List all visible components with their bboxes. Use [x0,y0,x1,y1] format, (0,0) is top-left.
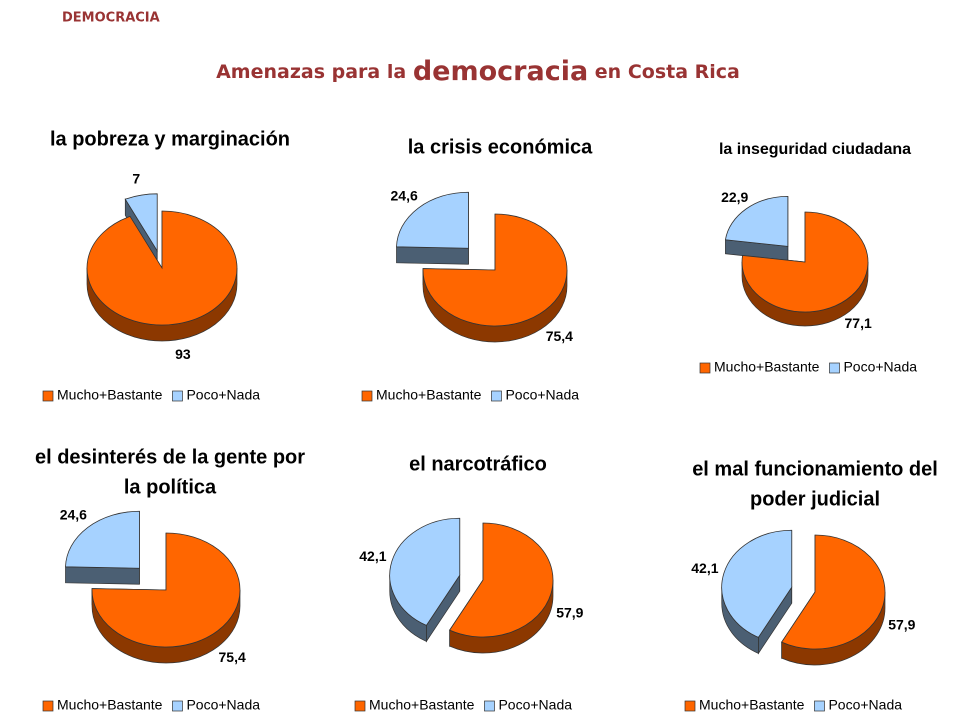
legend-label: Poco+Nada [828,697,902,713]
legend-swatch [684,700,696,712]
legend-label: Mucho+Bastante [57,387,163,403]
legend-label: Mucho+Bastante [376,387,482,403]
pie-slice [389,517,461,626]
legend-swatch [42,390,54,402]
chart-title: el mal funcionamiento del [692,458,938,480]
pie-tops [86,193,238,326]
pie-slice [91,532,241,648]
legend-swatch [361,390,373,402]
value-label: 24,6 [60,507,87,523]
legend-label: Mucho+Bastante [714,359,820,375]
value-label: 7 [132,170,140,186]
pie-slice [396,191,469,249]
value-label: 93 [175,346,191,362]
title-part: democracia [413,56,588,87]
legend-label: Poco+Nada [498,697,572,713]
pie-chart: el narcotráfico 57,9 42,1 Mucho+Bastante Poc… [354,453,584,713]
value-label: 42,1 [691,560,718,576]
value-label: 57,9 [556,605,583,621]
legend-swatch [484,700,495,712]
title-part: en Costa Rica [595,61,740,83]
pie-tops [396,191,568,327]
value-label: 42,1 [359,548,386,564]
pie-side [65,566,140,585]
legend-swatch [172,700,183,712]
value-label: 57,9 [888,617,915,633]
section-label: DEMOCRACIA [62,11,160,26]
slide-title: Amenazas para la democracia en Costa Ric… [216,56,740,87]
pie-slice [741,211,869,313]
chart-title: el desinterés de la gente por [35,446,305,468]
legend-label: Poco+Nada [505,387,579,403]
pie-tops [724,195,869,313]
chart-title: poder judicial [750,488,880,510]
legend-swatch [354,700,366,712]
chart-title: el narcotráfico [409,453,547,475]
value-label: 75,4 [219,649,246,665]
legend-swatch [699,362,711,374]
pie-chart: la pobreza y marginación 93 7 Mucho+Bastant… [42,128,290,403]
pie-slice [721,529,793,638]
pie-chart: la inseguridad ciudadana 77,1 22,9 Mucho+Ba… [699,141,917,375]
pie-slice [449,522,554,638]
legend-label: Poco+Nada [843,359,917,375]
chart-title: la inseguridad ciudadana [719,141,911,158]
pie-tops [389,517,554,638]
pie-side [396,246,469,265]
pie-tops [65,510,241,648]
pie-slice [422,213,568,327]
chart-title: la política [124,476,217,498]
legend-label: Mucho+Bastante [699,697,805,713]
legend-label: Poco+Nada [186,387,260,403]
chart-title: la crisis económica [408,136,593,158]
title-part: Amenazas para la [216,61,406,83]
value-label: 24,6 [391,188,418,204]
value-label: 75,4 [546,328,573,344]
legend-swatch [829,362,840,374]
pie-chart: el desinterés de la gente por la política… [35,446,305,712]
legend-swatch [172,390,183,402]
value-label: 22,9 [721,189,748,205]
legend-label: Mucho+Bastante [57,697,163,713]
pie-tops [721,529,886,650]
legend-swatch [491,390,502,402]
pie-slice [86,210,238,326]
chart-title: la pobreza y marginación [50,128,290,150]
value-label: 77,1 [845,315,872,331]
legend-label: Poco+Nada [186,697,260,713]
legend-swatch [42,700,54,712]
legend-swatch [814,700,825,712]
legend-label: Mucho+Bastante [369,697,475,713]
pie-chart: el mal funcionamiento del poder judicial 5… [684,458,938,713]
pie-slice [781,534,886,650]
pie-chart: la crisis económica 75,4 24,6 Mucho+Bastant… [361,136,593,403]
pie-slice [124,193,158,253]
pie-slice [724,195,789,247]
pie-slice [65,510,140,569]
